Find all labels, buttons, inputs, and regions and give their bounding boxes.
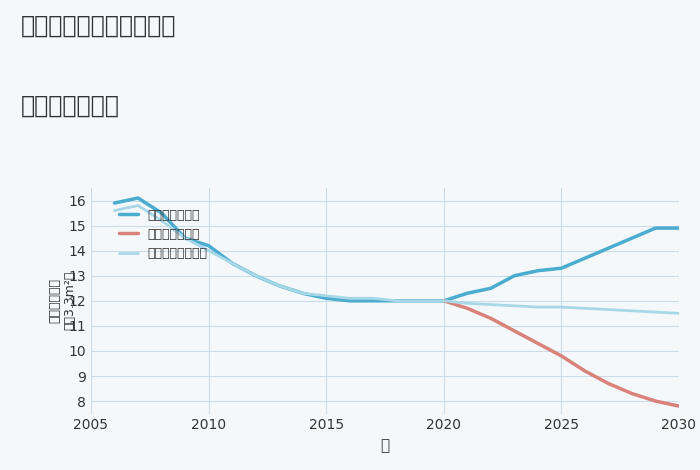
ノーマルシナリオ [651,309,659,315]
Legend: グッドシナリオ, バッドシナリオ, ノーマルシナリオ: グッドシナリオ, バッドシナリオ, ノーマルシナリオ [109,199,218,270]
グッドシナリオ [440,298,448,304]
バッドシナリオ [463,306,472,311]
ノーマルシナリオ [416,298,424,304]
Text: 三重県津市河芸町一色の: 三重県津市河芸町一色の [21,14,176,38]
グッドシナリオ [393,298,401,304]
グッドシナリオ [486,285,495,291]
グッドシナリオ [581,255,589,261]
ノーマルシナリオ [369,296,377,301]
グッドシナリオ [134,195,142,201]
グッドシナリオ [463,290,472,296]
ノーマルシナリオ [204,248,213,253]
Line: バッドシナリオ: バッドシナリオ [444,301,679,406]
グッドシナリオ [557,266,566,271]
ノーマルシナリオ [486,302,495,307]
グッドシナリオ [346,298,354,304]
グッドシナリオ [628,235,636,241]
ノーマルシナリオ [322,293,330,298]
バッドシナリオ [440,298,448,304]
ノーマルシナリオ [463,300,472,306]
Y-axis label: 単価（万円）
坪（3.3m²）: 単価（万円） 坪（3.3m²） [49,271,77,330]
ノーマルシナリオ [228,260,237,266]
バッドシナリオ [581,368,589,374]
グッドシナリオ [158,210,166,216]
バッドシナリオ [486,315,495,321]
グッドシナリオ [675,225,683,231]
Text: 土地の価格推移: 土地の価格推移 [21,94,120,118]
ノーマルシナリオ [557,304,566,310]
X-axis label: 年: 年 [380,438,390,453]
ノーマルシナリオ [158,218,166,223]
グッドシナリオ [651,225,659,231]
グッドシナリオ [604,245,612,251]
ノーマルシナリオ [675,311,683,316]
Line: ノーマルシナリオ: ノーマルシナリオ [115,205,679,313]
バッドシナリオ [510,328,519,334]
グッドシナリオ [275,283,284,289]
ノーマルシナリオ [251,273,260,279]
グッドシナリオ [228,260,237,266]
バッドシナリオ [675,403,683,409]
ノーマルシナリオ [393,298,401,304]
グッドシナリオ [204,243,213,249]
ノーマルシナリオ [533,304,542,310]
ノーマルシナリオ [628,308,636,313]
ノーマルシナリオ [604,307,612,313]
グッドシナリオ [416,298,424,304]
バッドシナリオ [604,381,612,386]
バッドシナリオ [533,341,542,346]
ノーマルシナリオ [510,303,519,309]
グッドシナリオ [533,268,542,274]
ノーマルシナリオ [581,306,589,311]
グッドシナリオ [111,200,119,206]
ノーマルシナリオ [298,290,307,296]
グッドシナリオ [322,296,330,301]
グッドシナリオ [369,298,377,304]
バッドシナリオ [651,398,659,404]
ノーマルシナリオ [134,203,142,208]
グッドシナリオ [181,235,189,241]
グッドシナリオ [298,290,307,296]
バッドシナリオ [557,353,566,359]
グッドシナリオ [251,273,260,279]
ノーマルシナリオ [181,235,189,241]
グッドシナリオ [510,273,519,279]
ノーマルシナリオ [275,283,284,289]
バッドシナリオ [628,391,636,396]
ノーマルシナリオ [346,296,354,301]
ノーマルシナリオ [111,208,119,213]
Line: グッドシナリオ: グッドシナリオ [115,198,679,301]
ノーマルシナリオ [440,298,448,304]
